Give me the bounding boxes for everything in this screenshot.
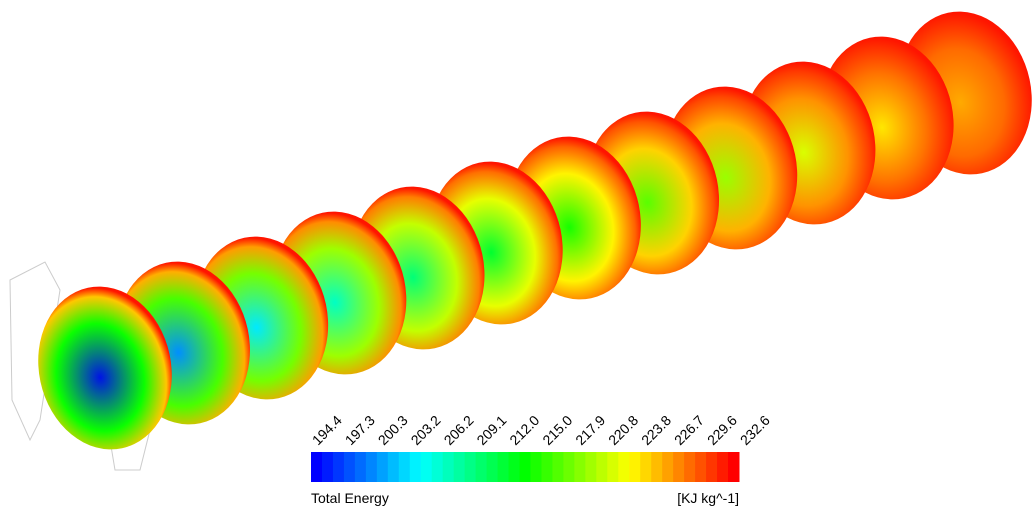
- colorbar-band: [453, 452, 466, 482]
- colorbar-band: [618, 452, 630, 482]
- tick-label: 209.1: [473, 412, 509, 448]
- colorbar-band: [376, 452, 389, 482]
- tick-label: 194.4: [309, 412, 345, 448]
- colorbar-band: [409, 452, 422, 482]
- colorbar: [311, 452, 740, 482]
- colorbar-band: [464, 452, 477, 482]
- colorbar-band: [475, 452, 488, 482]
- colorbar-band: [717, 452, 729, 482]
- colorbar-band: [695, 452, 707, 482]
- colorbar-band: [541, 452, 553, 482]
- colorbar-band: [519, 452, 531, 482]
- tick-label: 212.0: [506, 412, 542, 448]
- colorbar-band: [530, 452, 542, 482]
- legend-unit: [KJ kg^-1]: [677, 490, 739, 506]
- colorbar-band: [629, 452, 641, 482]
- colorbar-band: [640, 452, 652, 482]
- contour-disc: [38, 286, 172, 450]
- colorbar-band: [311, 452, 323, 482]
- colorbar-band: [607, 452, 619, 482]
- colorbar-band: [508, 452, 521, 482]
- tick-label: 197.3: [342, 412, 378, 448]
- colorbar-band: [343, 452, 356, 482]
- colorbar-band: [365, 452, 378, 482]
- contour-planes: [9, 11, 1032, 471]
- colorbar-ticks: 194.4197.3200.3203.2206.2209.1212.0215.0…: [309, 412, 773, 448]
- tick-label: 206.2: [440, 412, 476, 448]
- tick-label: 223.8: [638, 412, 674, 448]
- tick-label: 232.6: [737, 412, 773, 448]
- tick-label: 226.7: [671, 412, 707, 448]
- legend-title: Total Energy: [311, 490, 389, 506]
- colorbar-band: [387, 452, 400, 482]
- tick-label: 203.2: [408, 412, 444, 448]
- colorbar-band: [563, 452, 575, 482]
- colorbar-band: [596, 452, 608, 482]
- colorbar-band: [431, 452, 444, 482]
- colorbar-band: [442, 452, 455, 482]
- colorbar-band: [585, 452, 597, 482]
- colorbar-band: [552, 452, 564, 482]
- tick-label: 217.9: [572, 412, 608, 448]
- colorbar-band: [684, 452, 696, 482]
- colorbar-band: [662, 452, 674, 482]
- tick-label: 229.6: [704, 412, 740, 448]
- colorbar-band: [321, 452, 334, 482]
- colorbar-band: [728, 452, 740, 482]
- tick-label: 220.8: [605, 412, 641, 448]
- colorbar-band: [706, 452, 718, 482]
- colorbar-band: [486, 452, 499, 482]
- colorbar-band: [673, 452, 685, 482]
- colorbar-band: [497, 452, 510, 482]
- colorbar-band: [332, 452, 345, 482]
- colorbar-band: [354, 452, 367, 482]
- colorbar-band: [420, 452, 433, 482]
- colorbar-band: [398, 452, 411, 482]
- colorbar-band: [651, 452, 663, 482]
- tick-label: 200.3: [375, 412, 411, 448]
- colorbar-band: [574, 452, 586, 482]
- tick-label: 215.0: [539, 412, 575, 448]
